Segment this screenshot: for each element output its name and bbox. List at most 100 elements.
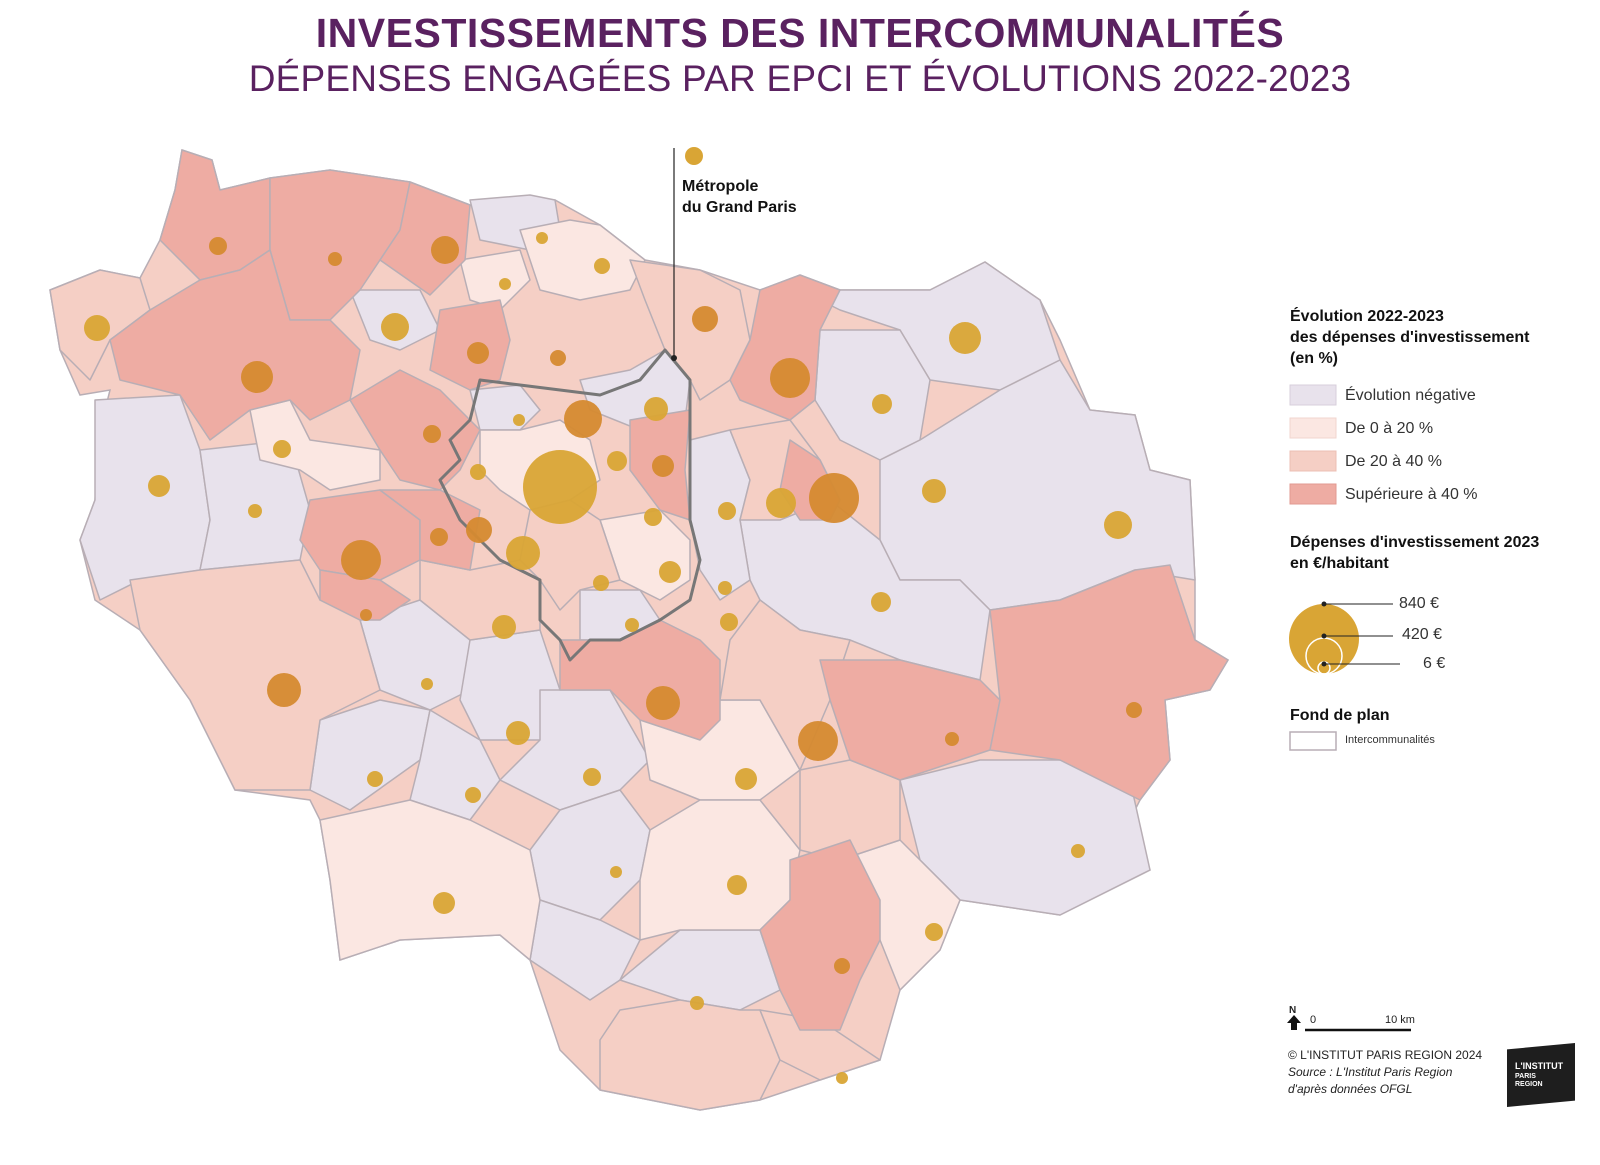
circle-mgp-sw (506, 536, 540, 570)
circle-paris-west (470, 464, 486, 480)
metropole-label-line2: du Grand Paris (682, 199, 797, 216)
legend: Évolution 2022-2023 des dépenses d'inves… (1290, 306, 1590, 746)
circle-mgp-south-neg (625, 618, 639, 632)
circle-provins-west (925, 923, 943, 941)
legend-item-40plus: Supérieure à 40 % (1345, 486, 1478, 503)
epci-north-light-1 (519, 219, 646, 301)
circle-east-2 (872, 394, 892, 414)
circle-est-ensemble (652, 455, 674, 477)
circle-dourdan-west (367, 771, 383, 787)
circle-east-edge (718, 581, 732, 595)
epci-west-rambouillet-area (79, 394, 211, 601)
circle-provins-south (1071, 844, 1085, 858)
north-arrow-icon (1287, 1015, 1301, 1030)
circle-west-ram (148, 475, 170, 497)
circle-nemours (690, 996, 704, 1010)
legend-fond-title: Fond de plan (1290, 707, 1390, 724)
epci-etampes (529, 899, 641, 1001)
circle-hauts-seine (466, 517, 492, 543)
circle-grand-paris-sud (583, 768, 601, 786)
epci-roissy (629, 259, 751, 401)
circle-vexin-centre (328, 252, 342, 266)
circle-saclay (421, 678, 433, 690)
source-block: © L'INSTITUT PARIS REGION 2024 Source : … (1288, 1047, 1482, 1098)
scale-distance: 10 km (1385, 1014, 1415, 1026)
legend-evolution-title-2: des dépenses d'investissement (1290, 329, 1530, 346)
circle-south-tip (836, 1072, 848, 1084)
legend-circle-label-840: 840 € (1399, 595, 1440, 612)
legend-item-negative: Évolution négative (1345, 387, 1476, 404)
circle-mgp-south (593, 575, 609, 591)
circle-roissy (692, 306, 718, 332)
epci-boucle-seine (429, 299, 511, 391)
circle-paris-vallee (718, 502, 736, 520)
legend-circle-label-6: 6 € (1423, 655, 1446, 672)
map-subtitle: DÉPENSES ENGAGÉES PAR EPCI ET ÉVOLUTIONS… (248, 58, 1352, 99)
circle-plaine-commune (644, 397, 668, 421)
epci-sud-essonne (319, 799, 541, 961)
circle-cps (506, 721, 530, 745)
circle-poissy (273, 440, 291, 458)
circle-val-parisis (431, 236, 459, 264)
legend-spending-title: Dépenses d'investissement 2023 en €/habi… (1290, 534, 1540, 572)
circle-boucle (467, 342, 489, 364)
circle-melun-north (735, 768, 757, 790)
circle-gpseo (241, 361, 273, 393)
circle-sud-essonne (433, 892, 455, 914)
epci-saint-germain (349, 369, 481, 491)
map-title: INVESTISSEMENTS DES INTERCOMMUNALITÉS (315, 10, 1285, 56)
copyright: © L'INSTITUT PARIS REGION 2024 (1288, 1048, 1483, 1062)
circle-roissy-north (536, 232, 548, 244)
circle-mgp (523, 450, 597, 524)
epci-val-parisis (379, 181, 471, 296)
legend-fond-item: Intercommunalités (1345, 734, 1435, 746)
legend-evolution-title-3: (en %) (1290, 350, 1338, 367)
epci-north-light-2 (459, 249, 531, 311)
source-line2: d'après données OFGL (1288, 1082, 1413, 1096)
circle-north-light-1 (594, 258, 610, 274)
circle-east-4 (871, 592, 891, 612)
epci-poissy (249, 399, 381, 491)
circle-east-3-east (1104, 511, 1132, 539)
legend-swatch-40plus (1289, 483, 1337, 505)
circle-cergy-north (381, 313, 409, 341)
circle-orly (492, 615, 516, 639)
circle-north-mid (550, 350, 566, 366)
legend-evolution-title-1: Évolution 2022-2023 (1290, 308, 1444, 325)
circle-essonne-centre (465, 787, 481, 803)
epci-provins-east (989, 564, 1229, 801)
circle-roissy-east (770, 358, 810, 398)
circle-east-3-west (922, 479, 946, 503)
circle-nemours-east (834, 958, 850, 974)
legend-item-0-20: De 0 à 20 % (1345, 420, 1434, 437)
circle-seine-marne-centre (798, 721, 838, 761)
legend-swatch-intercommunalites (1289, 731, 1337, 751)
epci-gpseo (109, 249, 361, 441)
spending-circles (84, 232, 1142, 1084)
metropole-outline (438, 348, 702, 662)
epci-nemours-east (759, 839, 881, 1031)
circle-mgp-ne (607, 451, 627, 471)
institut-logo: L'INSTITUT PARIS REGION (1507, 1043, 1575, 1107)
epci-rambouillet-north (319, 569, 411, 621)
circle-vexin-west (84, 315, 110, 341)
circle-north-light-2 (499, 278, 511, 290)
circle-mgp-mid (644, 508, 662, 526)
circle-saint-germain (423, 425, 441, 443)
circle-essonne-west (267, 673, 301, 707)
circle-evry (646, 686, 680, 720)
legend-graphics (1287, 384, 1411, 1032)
scale-north: N (1289, 1005, 1297, 1016)
circle-vexin-nord (209, 237, 227, 255)
legend-swatch-negative (1289, 384, 1337, 406)
circle-argenteuil (564, 400, 602, 438)
circle-provins-east (1126, 702, 1142, 718)
circle-meaux (809, 473, 859, 523)
metropole-key-circle (685, 147, 703, 165)
legend-swatch-20-40 (1289, 450, 1337, 472)
circle-mgp-west-neg (513, 414, 525, 426)
circle-sqy (341, 540, 381, 580)
source-line1: Source : L'Institut Paris Region (1288, 1065, 1453, 1079)
scale-zero: 0 (1310, 1014, 1317, 1026)
